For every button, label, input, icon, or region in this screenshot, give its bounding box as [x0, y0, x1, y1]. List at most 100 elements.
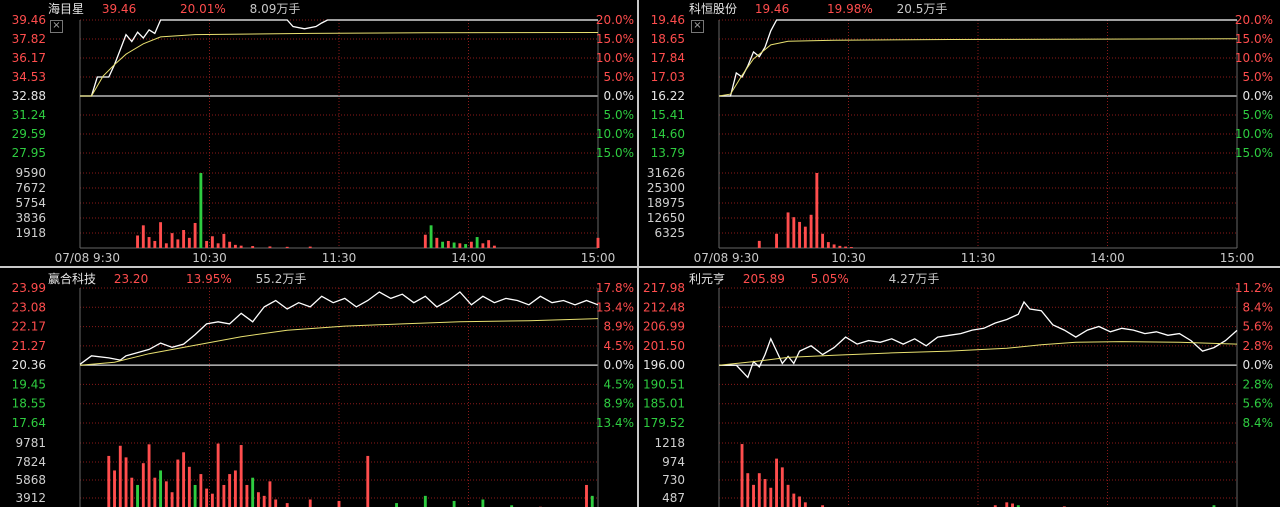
- pct-tick-label: 5.0%: [1243, 108, 1274, 122]
- volume-bar: [423, 234, 427, 248]
- volume-bar: [798, 496, 802, 507]
- volume-bar: [285, 503, 289, 507]
- price-line: [719, 19, 1237, 97]
- pct-tick-label: 20.0%: [1235, 13, 1273, 27]
- volume-bar: [452, 500, 456, 507]
- volume-bar: [274, 499, 278, 507]
- volume-tick-label: 9781: [15, 436, 46, 450]
- volume-bar: [199, 173, 203, 248]
- volume-bar: [786, 212, 790, 248]
- volume-bar: [769, 487, 773, 507]
- volume-bar: [147, 444, 151, 507]
- price-line: [80, 19, 598, 97]
- volume-tick-label: 730: [662, 473, 685, 487]
- volume-bar: [993, 505, 997, 507]
- stock-change-pct: 19.98%: [827, 2, 873, 16]
- chart-panel-3[interactable]: 217.98 212.48 206.99 201.50 196.00 190.51 185.…: [639, 268, 1280, 507]
- price-tick-label: 190.51: [643, 377, 685, 391]
- volume-tick-label: 6325: [654, 226, 685, 240]
- volume-bar: [596, 237, 600, 248]
- volume-bar: [746, 473, 750, 507]
- volume-bar: [803, 502, 807, 507]
- pct-tick-label: 5.6%: [1243, 320, 1274, 334]
- price-tick-label: 21.27: [12, 339, 46, 353]
- volume-bar: [803, 226, 807, 248]
- price-tick-label: 14.60: [651, 127, 685, 141]
- chart-panel-0[interactable]: 39.46 37.82 36.17 34.53 32.88 31.24 29.59 27.95…: [0, 0, 637, 266]
- volume-bar: [308, 499, 312, 507]
- panel-divider-horizontal: [0, 266, 1280, 268]
- volume-bar: [251, 477, 255, 507]
- volume-bar: [210, 236, 214, 248]
- pct-tick-label: 2.8%: [1243, 339, 1274, 353]
- price-tick-label: 17.84: [651, 51, 685, 65]
- volume-bar: [308, 246, 312, 248]
- volume-bar: [182, 452, 186, 507]
- volume-bar: [187, 237, 191, 248]
- volume-bar: [136, 235, 139, 248]
- stock-name: 科恒股份: [689, 2, 738, 16]
- price-tick-label: 22.17: [12, 320, 46, 334]
- volume-bar: [193, 222, 197, 248]
- price-tick-label: 27.95: [12, 146, 46, 160]
- volume-bar: [182, 230, 186, 248]
- volume-tick-label: 7824: [15, 455, 46, 469]
- volume-bar: [113, 470, 116, 507]
- price-tick-label: 31.24: [12, 108, 46, 122]
- volume-tick-label: 31626: [647, 166, 685, 180]
- volume-bar: [268, 246, 272, 248]
- volume-bar: [233, 244, 237, 248]
- volume-bar: [199, 474, 203, 507]
- time-tick-label: 11:30: [961, 251, 996, 265]
- stock-name: 利元亨: [689, 272, 726, 286]
- close-icon[interactable]: ×: [50, 20, 63, 33]
- stock-name: 赢合科技: [48, 272, 97, 286]
- price-tick-label: 37.82: [12, 32, 46, 46]
- pct-tick-label: 0.0%: [1243, 89, 1274, 103]
- chart-panel-1[interactable]: 19.46 18.65 17.84 17.03 16.22 15.41 14.60 13.79…: [639, 0, 1280, 266]
- pct-tick-label: 10.0%: [596, 51, 634, 65]
- volume-bar: [124, 457, 128, 507]
- time-tick-label: 14:00: [451, 251, 486, 265]
- chart-svg-0: 39.46 37.82 36.17 34.53 32.88 31.24 29.59 27.95…: [12, 13, 634, 265]
- volume-bar: [752, 484, 755, 507]
- volume-bar: [164, 481, 168, 507]
- stock-header: 海目星 39.46 20.01% 8.09万手: [48, 1, 300, 17]
- time-tick-label: 10:30: [192, 251, 227, 265]
- price-tick-label: 206.99: [643, 320, 685, 334]
- volume-bar: [337, 500, 341, 507]
- price-tick-label: 17.03: [651, 70, 685, 84]
- chart-panel-2[interactable]: 23.99 23.08 22.17 21.27 20.36 19.45 18.55 17.64…: [0, 268, 637, 507]
- pct-tick-label: 4.5%: [604, 339, 635, 353]
- volume-bar: [107, 455, 111, 507]
- volume-bar: [170, 233, 174, 248]
- volume-bar: [786, 484, 790, 507]
- volume-bar: [763, 479, 767, 507]
- volume-bar: [510, 505, 514, 507]
- stock-volume: 8.09万手: [249, 2, 301, 16]
- volume-bar: [792, 217, 796, 248]
- volume-bar: [775, 233, 778, 248]
- price-line: [79, 291, 599, 365]
- price-tick-label: 16.22: [651, 89, 685, 103]
- price-tick-label: 196.00: [643, 358, 685, 372]
- pct-tick-label: 0.0%: [604, 358, 635, 372]
- volume-bar: [395, 503, 398, 507]
- volume-bar: [210, 493, 214, 507]
- volume-bar: [268, 481, 272, 507]
- price-tick-label: 32.88: [12, 89, 46, 103]
- volume-bar: [159, 470, 163, 507]
- volume-bar: [452, 242, 456, 248]
- volume-bar: [740, 444, 744, 507]
- volume-bar: [1016, 505, 1020, 507]
- average-line: [718, 38, 1238, 97]
- price-tick-label: 217.98: [643, 281, 685, 295]
- volume-bar: [262, 495, 266, 507]
- volume-bar: [222, 233, 226, 248]
- close-icon[interactable]: ×: [691, 20, 704, 33]
- pct-tick-label: 4.5%: [604, 377, 635, 391]
- pct-tick-label: 13.4%: [596, 416, 634, 430]
- volume-bar: [176, 459, 180, 507]
- volume-bar: [821, 505, 825, 507]
- price-line: [719, 300, 1238, 379]
